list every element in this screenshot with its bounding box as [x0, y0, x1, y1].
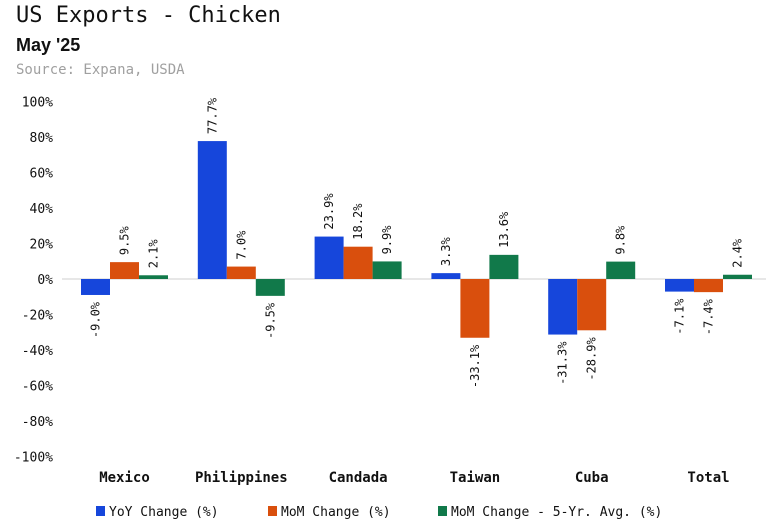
- data-label: 9.5%: [118, 225, 132, 255]
- y-tick-label: 20%: [30, 238, 54, 253]
- bar-taiwan-series-2: [460, 279, 490, 338]
- bar-total-series-3: [723, 274, 752, 279]
- category-label: Candada: [329, 470, 388, 486]
- bar-mexico-series-3: [139, 275, 168, 279]
- data-label: -28.9%: [585, 337, 599, 381]
- data-label: 23.9%: [322, 193, 336, 230]
- category-label: Total: [687, 470, 729, 486]
- data-labels: -9.0% 9.5% 2.1% 77.7% 7.0% -9.5% 23.9% 18.2% 9.9…: [89, 97, 745, 388]
- bar-philippines-series-1: [197, 141, 227, 279]
- y-tick-label: -80%: [22, 415, 53, 430]
- y-tick-label: -40%: [22, 344, 53, 359]
- y-tick-label: 40%: [30, 202, 54, 217]
- data-label: -7.4%: [702, 298, 716, 335]
- data-label: -7.1%: [673, 298, 687, 335]
- y-tick-label: 80%: [30, 131, 54, 146]
- category-label: Taiwan: [450, 470, 501, 486]
- data-label: -31.3%: [556, 341, 570, 385]
- data-label: 7.0%: [234, 230, 248, 260]
- bar-taiwan-series-1: [431, 273, 461, 279]
- chart-subtitle: May '25: [16, 35, 81, 55]
- chart-title: US Exports - Chicken: [16, 3, 281, 28]
- category-axis: Mexico Philippines Candada Taiwan Cuba Total: [99, 470, 729, 486]
- bar-cuba-series-1: [548, 279, 578, 335]
- data-label: 3.3%: [439, 236, 453, 266]
- data-label: 2.4%: [731, 238, 745, 268]
- bar-series: [81, 141, 752, 338]
- data-label: 2.1%: [147, 239, 161, 269]
- data-label: -9.5%: [263, 302, 277, 339]
- data-label: 9.9%: [380, 225, 394, 255]
- legend-swatch: [438, 506, 447, 516]
- bar-taiwan-series-3: [489, 254, 519, 279]
- bar-philippines-series-3: [255, 279, 285, 296]
- legend-label: MoM Change (%): [281, 505, 391, 520]
- legend: YoY Change (%) MoM Change (%) MoM Change -…: [96, 505, 662, 520]
- y-tick-label: 60%: [30, 167, 54, 182]
- data-label: -9.0%: [89, 301, 103, 338]
- bar-candada-series-3: [372, 261, 402, 279]
- bar-mexico-series-1: [81, 279, 110, 295]
- y-tick-label: 100%: [22, 96, 53, 111]
- bar-cuba-series-3: [606, 261, 636, 279]
- y-axis: 100% 80% 60% 40% 20% 0% -20% -40% -60% -80% -100%: [14, 96, 766, 466]
- data-label: 18.2%: [351, 203, 365, 240]
- data-label: 77.7%: [205, 97, 219, 134]
- chart-source: Source: Expana, USDA: [16, 62, 185, 78]
- bar-mexico-series-2: [110, 262, 139, 279]
- legend-label: YoY Change (%): [109, 505, 219, 520]
- bar-candada-series-1: [314, 236, 344, 279]
- bar-cuba-series-2: [577, 279, 607, 331]
- y-tick-label: -20%: [22, 309, 53, 324]
- legend-swatch: [268, 506, 277, 516]
- y-tick-label: -100%: [14, 451, 53, 466]
- y-tick-label: 0%: [37, 273, 53, 288]
- legend-label: MoM Change - 5-Yr. Avg. (%): [451, 505, 662, 520]
- data-label: -33.1%: [468, 344, 482, 388]
- category-label: Philippines: [195, 470, 288, 486]
- category-label: Cuba: [575, 470, 609, 486]
- data-label: 13.6%: [497, 211, 511, 248]
- bar-candada-series-2: [343, 246, 373, 279]
- data-label: 9.8%: [614, 225, 628, 255]
- legend-swatch: [96, 506, 105, 516]
- bar-total-series-2: [694, 279, 723, 293]
- bar-philippines-series-2: [226, 266, 256, 279]
- bar-total-series-1: [665, 279, 694, 292]
- y-tick-label: -60%: [22, 380, 53, 395]
- category-label: Mexico: [99, 470, 150, 486]
